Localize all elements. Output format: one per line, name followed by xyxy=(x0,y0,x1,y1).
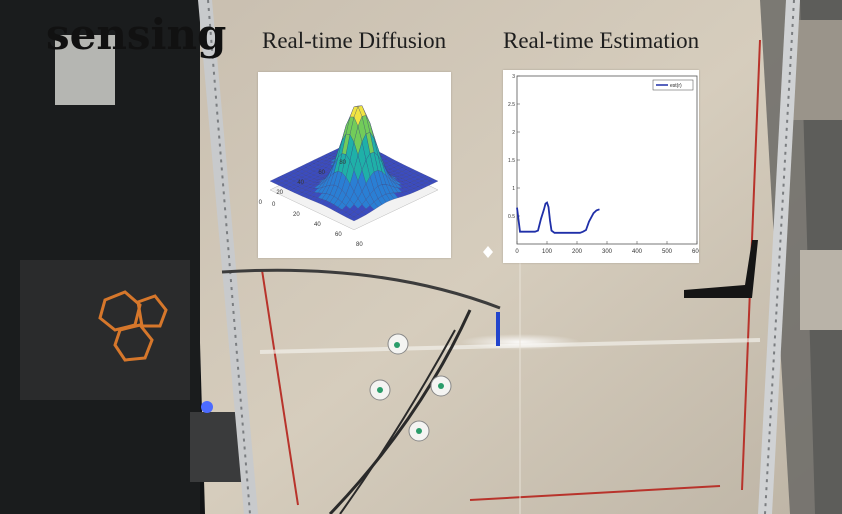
surface-y-tick: 20 xyxy=(276,190,283,196)
y-tick-label: 1.5 xyxy=(508,158,515,164)
diffusion-plot-panel: 0 20 40 60 80 0 20 40 60 80 xyxy=(258,72,451,258)
caption-text: sensing xyxy=(46,10,227,59)
surface-cell xyxy=(349,216,359,222)
bracket xyxy=(684,240,758,298)
y-tick-label: 3 xyxy=(512,74,515,80)
blue-marker xyxy=(496,312,500,346)
y-tick-label: 2.5 xyxy=(508,102,515,108)
left-device xyxy=(55,35,115,105)
surface-x-tick: 0 xyxy=(272,202,276,208)
laptop xyxy=(190,412,245,482)
x-tick-label: 100 xyxy=(542,249,553,255)
x-tick-label: 300 xyxy=(602,249,613,255)
robot-swarm xyxy=(369,333,452,442)
surface-x-tick: 40 xyxy=(314,222,321,228)
surface-y-tick: 80 xyxy=(339,160,346,166)
x-tick-label: 600 xyxy=(692,249,699,255)
series-line-est xyxy=(516,201,600,234)
right-bin xyxy=(800,250,842,330)
plot-frame xyxy=(516,75,698,245)
left-rack xyxy=(20,260,190,400)
y-tick-label: 1 xyxy=(512,186,515,192)
y-tick-label: 0.5 xyxy=(508,214,515,220)
surface-y-tick: 0 xyxy=(259,200,263,206)
right-box xyxy=(790,20,842,120)
x-tick-label: 200 xyxy=(572,249,583,255)
diffusion-title: Real-time Diffusion xyxy=(262,28,447,53)
surface-x-tick: 80 xyxy=(356,242,363,248)
x-tick-label: 400 xyxy=(632,249,643,255)
y-tick-label: 2 xyxy=(512,130,515,136)
estimation-line-chart: 0.5 1 1.5 2 2.5 3 0 100 200 300 400 500 600 est(r) xyxy=(508,74,703,255)
estimation-title: Real-time Estimation xyxy=(503,28,700,53)
cable-arc xyxy=(221,268,501,310)
blue-led xyxy=(201,401,213,413)
cable-diagonal xyxy=(328,309,472,514)
surface-x-tick: 20 xyxy=(293,212,300,218)
estimation-plot-panel: 0.5 1 1.5 2 2.5 3 0 100 200 300 400 500 600 est(r) xyxy=(503,70,703,263)
surface-y-tick: 40 xyxy=(297,180,304,186)
x-tick-label: 500 xyxy=(662,249,673,255)
quadrotor xyxy=(98,290,168,362)
surface-mesh xyxy=(269,105,439,231)
legend-label: est(r) xyxy=(670,83,682,89)
x-tick-label: 0 xyxy=(515,249,519,255)
surface-x-tick: 60 xyxy=(335,232,342,238)
legend: est(r) xyxy=(652,79,694,91)
surface-y-tick: 60 xyxy=(318,170,325,176)
